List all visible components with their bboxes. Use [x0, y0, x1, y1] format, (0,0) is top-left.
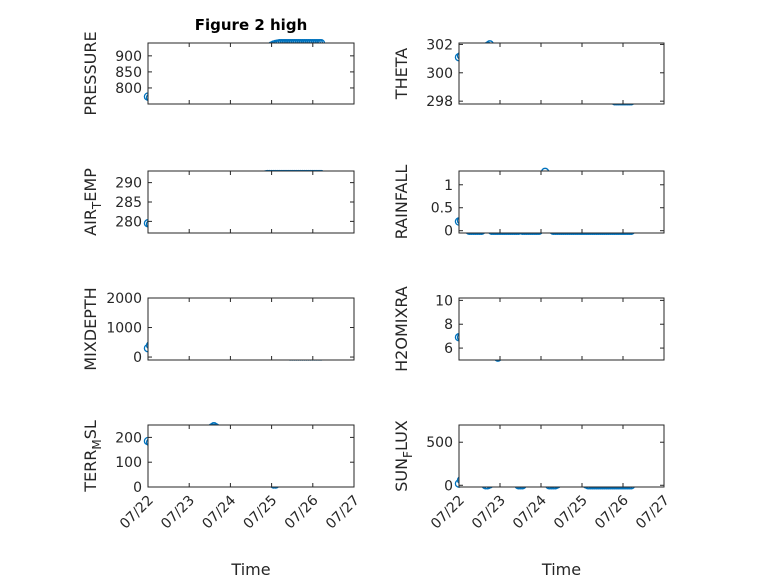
y-tick-label: 900: [115, 49, 142, 65]
y-tick-label: 200: [115, 430, 142, 446]
y-axis-label: MIXDEPTH: [81, 287, 100, 370]
subplot-rainfall: 0 0.5 1 RAINFALL: [392, 165, 665, 240]
y-axis-label: AIRTEMP: [81, 168, 104, 236]
y-tick-label: 1: [444, 178, 453, 194]
y-tick-label: 0: [444, 224, 453, 240]
y-tick-label: 0.5: [431, 201, 453, 217]
y-axis-label: TERRMSL: [81, 420, 104, 493]
axes-frame: [458, 170, 665, 234]
y-axis-label: THETA: [392, 48, 411, 100]
axes-frame: [147, 42, 355, 105]
subplot-theta: 298 300 302 THETA: [392, 37, 665, 110]
subplot-h2omixra: 6 8 10 H2OMIXRA: [392, 286, 665, 372]
x-axis-label: Time: [230, 560, 270, 579]
y-tick-label: 2000: [106, 291, 142, 307]
y-tick-label: 6: [444, 341, 453, 357]
subplot-mixdepth: 0 1000 2000 MIXDEPTH: [81, 287, 355, 371]
axes-frame: [458, 297, 665, 361]
y-axis-label: RAINFALL: [392, 165, 411, 240]
y-tick-label: 0: [133, 350, 142, 366]
axes-frame: [458, 424, 665, 488]
y-tick-label: 300: [426, 66, 453, 82]
y-tick-label: 0: [444, 478, 453, 494]
y-tick-label: 10: [435, 293, 453, 309]
y-axis-label: H2OMIXRA: [392, 286, 411, 372]
y-tick-label: 8: [444, 317, 453, 333]
y-tick-label: 800: [115, 81, 142, 97]
x-axis-label: Time: [541, 560, 581, 579]
y-tick-label: 290: [115, 176, 142, 192]
y-tick-label: 285: [115, 195, 142, 211]
y-tick-label: 100: [115, 455, 142, 471]
axes-frame: [147, 170, 355, 234]
axes-frame: [458, 42, 665, 105]
figure-title: Figure 2 high: [195, 16, 308, 34]
y-tick-label: 1000: [106, 321, 142, 337]
y-tick-label: 298: [426, 94, 453, 110]
y-tick-label: 500: [426, 435, 453, 451]
axes-frame: [147, 297, 355, 361]
y-tick-label: 850: [115, 65, 142, 81]
subplot-air-temp: 280 285 290 AIRTEMP: [81, 168, 355, 236]
axes-frame: [147, 424, 355, 488]
y-tick-label: 280: [115, 214, 142, 230]
y-axis-label: PRESSURE: [81, 31, 100, 115]
y-tick-label: 302: [426, 37, 453, 53]
y-tick-label: 0: [133, 480, 142, 496]
y-axis-label: SUNFLUX: [392, 420, 415, 492]
